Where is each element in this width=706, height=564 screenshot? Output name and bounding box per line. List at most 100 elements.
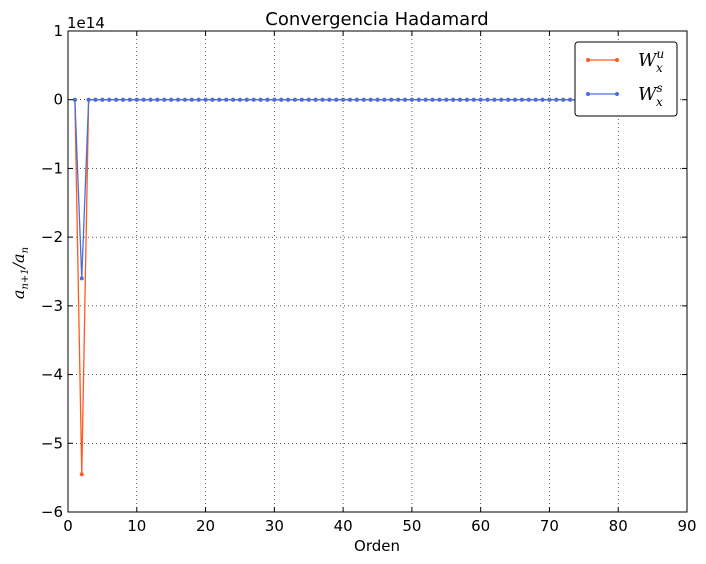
data-point: [533, 97, 538, 102]
x-tick-label: 90: [677, 517, 696, 535]
data-point: [561, 97, 566, 102]
y-tick-label: −3: [41, 297, 63, 315]
data-point: [306, 97, 311, 102]
plot-lines: [72, 97, 669, 477]
data-point: [354, 97, 359, 102]
data-point: [347, 97, 352, 102]
y-tick-label: −4: [41, 366, 63, 384]
data-point: [437, 97, 442, 102]
data-point: [114, 97, 119, 102]
x-tick-label: 60: [471, 517, 490, 535]
data-point: [519, 97, 524, 102]
legend-label-1: Ws x: [638, 81, 663, 109]
data-point: [396, 97, 401, 102]
data-point: [210, 97, 215, 102]
x-tick-label: 10: [127, 517, 146, 535]
plot-frame: [67, 30, 688, 513]
data-point: [203, 97, 208, 102]
data-point: [540, 97, 545, 102]
data-point: [327, 97, 332, 102]
data-point: [451, 97, 456, 102]
data-point: [506, 97, 511, 102]
data-point: [121, 97, 126, 102]
data-point: [100, 97, 105, 102]
y-tick-label: −2: [41, 228, 63, 246]
data-point: [403, 97, 408, 102]
series-line-1: [74, 99, 667, 279]
y-axis-label: an+1/an: [9, 247, 31, 299]
data-point: [196, 97, 201, 102]
y-label-sub1: n+1: [20, 268, 31, 289]
y-tick-label: −6: [41, 503, 63, 521]
data-point: [458, 97, 463, 102]
data-point: [86, 97, 91, 102]
data-point: [237, 97, 242, 102]
data-point: [430, 97, 435, 102]
data-point: [568, 97, 573, 102]
data-point: [189, 97, 194, 102]
chart-title: Convergencia Hadamard: [265, 9, 488, 30]
data-point: [320, 97, 325, 102]
data-point: [231, 97, 236, 102]
x-tick-label: 40: [334, 517, 353, 535]
data-point: [416, 97, 421, 102]
data-point: [292, 97, 297, 102]
data-point: [423, 97, 428, 102]
x-tick-label: 80: [609, 517, 628, 535]
x-tick-label: 20: [196, 517, 215, 535]
data-point: [554, 97, 559, 102]
data-point: [334, 97, 339, 102]
data-point: [485, 97, 490, 102]
x-tick-label: 70: [540, 517, 559, 535]
series-line-0: [74, 99, 667, 475]
data-point: [148, 97, 153, 102]
y-label-a2: a: [9, 253, 28, 263]
data-point: [513, 97, 518, 102]
y-label-sub2: n: [20, 247, 31, 253]
y-label-a1: a: [9, 290, 28, 300]
data-point: [251, 97, 256, 102]
data-point: [107, 97, 112, 102]
data-point: [272, 97, 277, 102]
data-point: [313, 97, 318, 102]
x-tick-label: 0: [63, 517, 73, 535]
data-point: [141, 97, 146, 102]
data-point: [155, 97, 160, 102]
data-point: [444, 97, 449, 102]
data-point: [382, 97, 387, 102]
data-point: [265, 97, 270, 102]
data-point: [176, 97, 181, 102]
data-point: [169, 97, 174, 102]
y-tick-label: −5: [41, 434, 63, 452]
y-tick-label: 1: [53, 22, 63, 40]
data-point: [526, 97, 531, 102]
data-point: [389, 97, 394, 102]
legend: Wu x Ws x: [574, 41, 678, 117]
x-axis-label: Orden: [354, 537, 400, 555]
data-point: [478, 97, 483, 102]
data-point: [72, 97, 77, 102]
data-point: [492, 97, 497, 102]
data-point: [182, 97, 187, 102]
x-tick-label: 50: [402, 517, 421, 535]
legend-marker: [615, 58, 619, 62]
data-point: [162, 97, 167, 102]
data-point: [547, 97, 552, 102]
data-point: [134, 97, 139, 102]
data-point: [127, 97, 132, 102]
data-point: [224, 97, 229, 102]
data-point: [471, 97, 476, 102]
y-tick-label: −1: [41, 159, 63, 177]
data-point: [244, 97, 249, 102]
data-point: [286, 97, 291, 102]
data-point: [79, 276, 84, 281]
data-point: [464, 97, 469, 102]
data-point: [93, 97, 98, 102]
data-point: [258, 97, 263, 102]
data-point: [299, 97, 304, 102]
legend-label-0: Wu x: [638, 47, 664, 75]
legend-marker: [615, 92, 619, 96]
data-point: [217, 97, 222, 102]
